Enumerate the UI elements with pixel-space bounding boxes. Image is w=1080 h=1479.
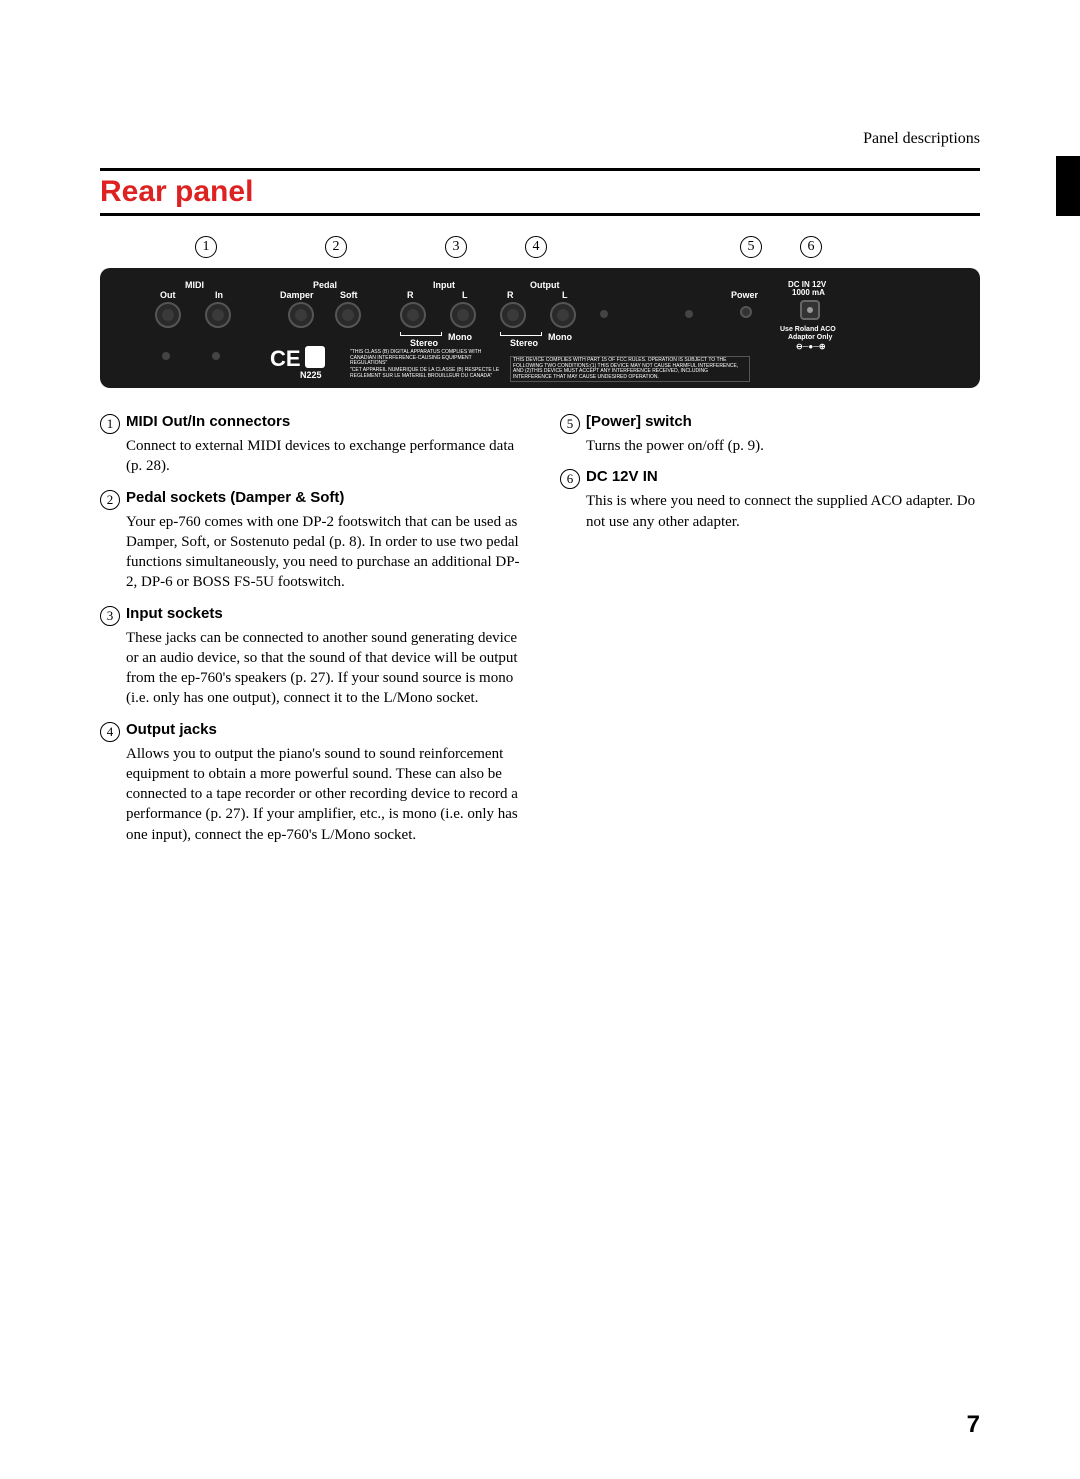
item-title: Pedal sockets (Damper & Soft) (126, 489, 344, 506)
item-2: 2 Pedal sockets (Damper & Soft) Your ep-… (100, 489, 520, 593)
page-number: 7 (967, 1411, 980, 1439)
pedal-label: Pedal (313, 280, 337, 290)
screw (212, 352, 220, 360)
output-r-jack (500, 302, 526, 328)
output-bracket (500, 332, 542, 336)
aco1-label: Use Roland ACO (780, 326, 836, 333)
item-number: 6 (560, 469, 580, 489)
screw (162, 352, 170, 360)
output-l-jack (550, 302, 576, 328)
damper-jack (288, 302, 314, 328)
item-body: Connect to external MIDI devices to exch… (100, 436, 520, 477)
input-r-label: R (407, 290, 414, 300)
soft-label: Soft (340, 290, 358, 300)
title-bar: Rear panel (100, 168, 980, 216)
output-stereo-label: Stereo (510, 338, 538, 348)
item-title: Output jacks (126, 721, 217, 738)
midi-in-jack (205, 302, 231, 328)
dc-jack (800, 300, 820, 320)
callout-5: 5 (740, 236, 762, 258)
callout-2: 2 (325, 236, 347, 258)
callout-6: 6 (800, 236, 822, 258)
out-label: Out (160, 290, 176, 300)
item-number: 2 (100, 490, 120, 510)
input-r-jack (400, 302, 426, 328)
screw (685, 310, 693, 318)
item-6: 6 DC 12V IN This is where you need to co… (560, 468, 980, 532)
item-5: 5 [Power] switch Turns the power on/off … (560, 413, 980, 456)
in-label: In (215, 290, 223, 300)
midi-label: MIDI (185, 280, 204, 290)
item-3: 3 Input sockets These jacks can be conne… (100, 605, 520, 709)
compliance-left-1: "THIS CLASS (B) DIGITAL APPARATUS COMPLI… (350, 350, 500, 367)
soft-jack (335, 302, 361, 328)
panel-body: MIDI Out In Pedal Damper Soft Input R L … (100, 268, 980, 388)
description-columns: 1 MIDI Out/In connectors Connect to exte… (100, 413, 980, 857)
callout-4: 4 (525, 236, 547, 258)
power-switch (740, 306, 752, 318)
section-title: Rear panel (100, 171, 980, 213)
item-title: MIDI Out/In connectors (126, 413, 290, 430)
item-title: DC 12V IN (586, 468, 658, 485)
input-stereo-label: Stereo (410, 338, 438, 348)
input-label: Input (433, 280, 455, 290)
right-column: 5 [Power] switch Turns the power on/off … (560, 413, 980, 857)
item-body: Your ep-760 comes with one DP-2 footswit… (100, 512, 520, 593)
dcin2-label: 1000 mA (792, 288, 825, 297)
compliance-left-2: "CET APPAREIL NUMERIQUE DE LA CLASSE (B)… (350, 368, 500, 379)
screw (600, 310, 608, 318)
aco2-label: Adaptor Only (788, 334, 832, 341)
callout-1: 1 (195, 236, 217, 258)
item-body: These jacks can be connected to another … (100, 628, 520, 709)
input-l-label: L (462, 290, 468, 300)
item-4: 4 Output jacks Allows you to output the … (100, 721, 520, 845)
left-column: 1 MIDI Out/In connectors Connect to exte… (100, 413, 520, 857)
item-body: Allows you to output the piano's sound t… (100, 744, 520, 845)
rear-panel-diagram: 1 2 3 4 5 6 MIDI Out In Pedal Damper Soft Inp… (100, 236, 980, 388)
midi-out-jack (155, 302, 181, 328)
output-l-label: L (562, 290, 568, 300)
item-1: 1 MIDI Out/In connectors Connect to exte… (100, 413, 520, 477)
callout-3: 3 (445, 236, 467, 258)
power-label: Power (731, 290, 758, 300)
input-bracket (400, 332, 442, 336)
ce-mark: CE (270, 346, 301, 372)
item-number: 3 (100, 606, 120, 626)
polarity-label: ⊖─●─⊕ (796, 342, 826, 351)
page-header: Panel descriptions (100, 130, 980, 148)
damper-label: Damper (280, 290, 314, 300)
item-number: 5 (560, 414, 580, 434)
output-label: Output (530, 280, 560, 290)
output-r-label: R (507, 290, 514, 300)
input-l-jack (450, 302, 476, 328)
item-title: Input sockets (126, 605, 223, 622)
item-body: This is where you need to connect the su… (560, 491, 980, 532)
side-tab (1056, 156, 1080, 216)
compliance-right: THIS DEVICE COMPLIES WITH PART 15 OF FCC… (510, 356, 750, 382)
item-title: [Power] switch (586, 413, 692, 430)
output-mono-label: Mono (548, 332, 572, 342)
item-number: 4 (100, 722, 120, 742)
item-body: Turns the power on/off (p. 9). (560, 436, 980, 456)
n225-label: N225 (300, 370, 322, 380)
item-number: 1 (100, 414, 120, 434)
input-mono-label: Mono (448, 332, 472, 342)
compliance-icon (305, 346, 325, 368)
